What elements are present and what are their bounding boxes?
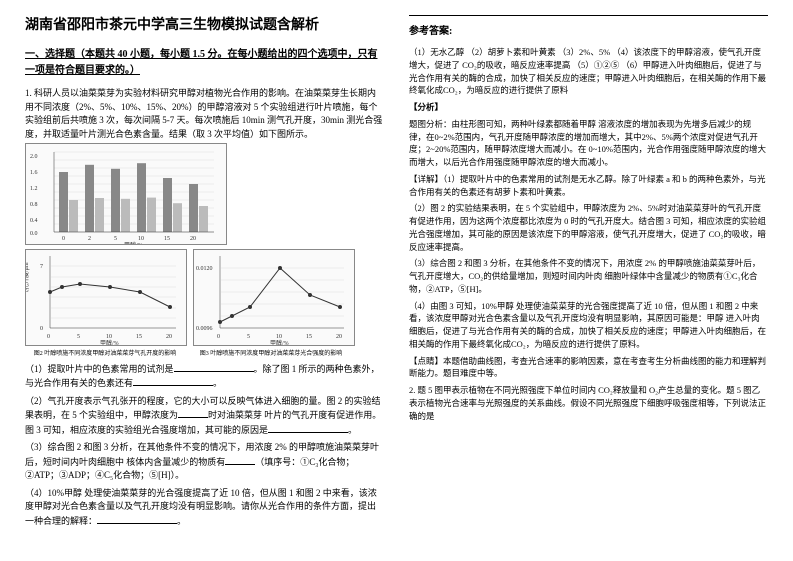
- caption-chart-2: 图2 叶醇喷施不同浓度甲醇对油菜菜芽气孔开度的影响: [25, 350, 185, 360]
- svg-text:7: 7: [40, 264, 43, 270]
- explain-2: （2）图 2 的实验结果表明，在 5 个实验组中，甲醇浓度为 2%、5%时对油菜…: [409, 202, 768, 253]
- explain-4: （4）由图 3 可知，10%甲醇 处理使油菜菜芽的光合强度提高了近 10 倍，但…: [409, 300, 768, 351]
- svg-text:10: 10: [276, 334, 282, 340]
- svg-text:1.6: 1.6: [30, 170, 38, 176]
- svg-text:0.0096: 0.0096: [196, 326, 213, 332]
- left-column: 湖南省邵阳市茶元中学高三生物模拟试题含解析 一、选择题（本题共 40 小题，每小…: [25, 15, 384, 546]
- chart-2-line: 07 05 1015 20 甲醇/% 气孔开度/μm: [25, 249, 187, 346]
- document-title: 湖南省邵阳市茶元中学高三生物模拟试题含解析: [25, 15, 384, 37]
- section-1-heading: 一、选择题（本题共 40 小题，每小题 1.5 分。在每小题给出的四个选项中，只…: [25, 47, 384, 79]
- svg-text:15: 15: [306, 334, 312, 340]
- sub-question-4: （4）10%甲醇 处理使油菜菜芽的光合强度提高了近 10 倍，但从图 1 和图 …: [25, 487, 384, 529]
- answer-heading: 参考答案:: [409, 24, 768, 40]
- svg-text:20: 20: [166, 334, 172, 340]
- divider: [409, 15, 768, 16]
- svg-text:2: 2: [88, 236, 91, 242]
- svg-text:20: 20: [190, 236, 196, 242]
- svg-text:1.2: 1.2: [30, 186, 38, 192]
- svg-text:气孔开度/μm: 气孔开度/μm: [26, 263, 30, 297]
- svg-text:0: 0: [40, 326, 43, 332]
- sub-question-2: （2）气孔开度表示气孔张开的程度，它的大小可以反映气体进入细胞的量。图 2 的实…: [25, 395, 384, 438]
- explain-1: 【详解】（1）提取叶片中的色素常用的试剂是无水乙醇。除了叶绿素 a 和 b 的两…: [409, 173, 768, 199]
- chart-1-bar: 2.01.6 1.20.8 0.40.0 02 510 1520 甲醇/%: [25, 143, 227, 245]
- svg-text:0: 0: [217, 334, 220, 340]
- svg-text:0.0120: 0.0120: [196, 266, 213, 272]
- explain-3: （3）综合图 2 和图 3 分析，在其他条件不变的情况下，用浓度 2% 的甲醇喷…: [409, 257, 768, 295]
- svg-text:5: 5: [114, 236, 117, 242]
- svg-text:0.8: 0.8: [30, 202, 38, 208]
- question-1-stem: 1. 科研人员以油菜菜芽为实验材料研究甲醇对植物光合作用的影响。在油菜菜芽生长期…: [25, 87, 384, 141]
- svg-text:0.0: 0.0: [30, 231, 38, 237]
- svg-text:15: 15: [136, 334, 142, 340]
- svg-text:0: 0: [62, 236, 65, 242]
- analysis-body: 题图分析：由柱形图可知，两种叶绿素都随着甲醇 溶液浓度的增加表现为先增多后减少的…: [409, 118, 768, 169]
- svg-text:0: 0: [47, 334, 50, 340]
- svg-text:0.4: 0.4: [30, 218, 38, 224]
- svg-text:15: 15: [164, 236, 170, 242]
- right-column: 参考答案: （1）无水乙醇 （2）胡萝卜素和叶黄素 （3）2%、5% （4）该浓…: [409, 15, 768, 546]
- svg-text:10: 10: [138, 236, 144, 242]
- svg-text:20: 20: [336, 334, 342, 340]
- chart-3-line: 0.00960.0120 05 1015 20 甲醇/%: [193, 249, 355, 346]
- svg-text:5: 5: [247, 334, 250, 340]
- answer-text: （1）无水乙醇 （2）胡萝卜素和叶黄素 （3）2%、5% （4）该浓度下的甲醇溶…: [409, 46, 768, 97]
- sub-question-1: （1）提取叶片中的色素常用的试剂是。除了图 1 所示的两种色素外，与光合作用有关…: [25, 362, 384, 391]
- svg-text:10: 10: [106, 334, 112, 340]
- sub-question-3: （3）综合图 2 和图 3 分析，在其他条件不变的情况下，用浓度 2% 的甲醇喷…: [25, 441, 384, 483]
- charts-row: 07 05 1015 20 甲醇/% 气孔开度/μm: [25, 249, 384, 346]
- question-2: 2. 题 5 图甲表示植物在不同光照强度下单位时间内 CO₂释放量和 O₂产生总…: [409, 384, 768, 422]
- svg-text:5: 5: [77, 334, 80, 340]
- svg-text:2.0: 2.0: [30, 154, 38, 160]
- caption-chart-3: 图3 叶醇喷施不同浓度甲醇对油菜菜芽光合强度的影响: [191, 350, 351, 360]
- analysis-heading: 【分析】: [409, 101, 768, 114]
- tip: 【点睛】本题借助曲线图，考查光合速率的影响因素，意在考查考生分析曲线图的能力和理…: [409, 355, 768, 381]
